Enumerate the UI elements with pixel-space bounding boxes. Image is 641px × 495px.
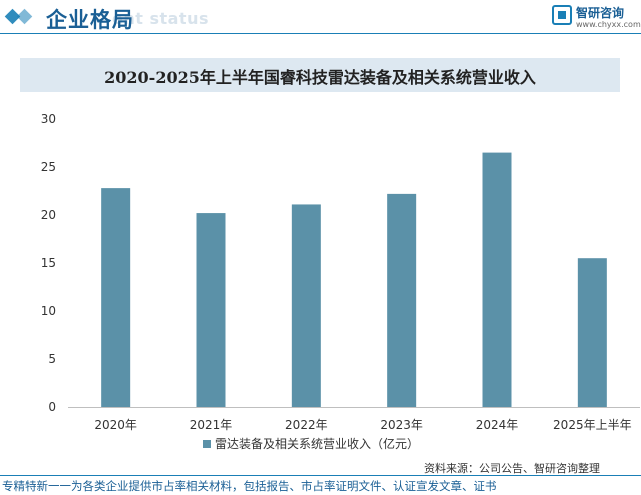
legend-label: 雷达装备及相关系统营业收入（亿元） xyxy=(215,436,419,451)
y-tick-label: 30 xyxy=(41,112,56,126)
x-tick-label: 2024年 xyxy=(476,418,519,432)
logo-url: www.chyxx.com xyxy=(576,20,641,29)
bar xyxy=(196,213,226,407)
y-tick-label: 25 xyxy=(41,160,56,174)
diamond-icon xyxy=(4,7,40,27)
chart-title-band: 2020-2025年上半年国睿科技雷达装备及相关系统营业收入 xyxy=(20,58,620,92)
x-tick-label: 2025年上半年 xyxy=(553,418,632,432)
section-subtitle: ent status xyxy=(112,9,209,28)
bar xyxy=(291,204,321,407)
y-tick-label: 5 xyxy=(48,352,56,366)
source-note: 资料来源：公司公告、智研咨询整理 xyxy=(424,462,600,475)
bar-chart: 0 5 10 15 20 25 30 2020年 2021年 2022年 2023年 2024年 202… xyxy=(41,112,640,451)
section-header: ent status 企业格局 xyxy=(0,0,641,34)
header-divider xyxy=(0,33,641,34)
chart-title: 2020-2025年上半年国睿科技雷达装备及相关系统营业收入 xyxy=(104,68,536,87)
bar xyxy=(387,193,417,407)
footer-slogan: 专精特新一一为各类企业提供市占率相关材料，包括报告、市占率证明文件、认证宣发文章… xyxy=(2,479,497,493)
brand-logo: 智研咨询 www.chyxx.com xyxy=(552,4,641,34)
y-tick-label: 15 xyxy=(41,256,56,270)
bar xyxy=(482,152,512,407)
section-title: 企业格局 xyxy=(46,8,134,32)
footer-divider xyxy=(0,475,641,476)
x-tick-label: 2023年 xyxy=(380,418,423,432)
bar xyxy=(577,258,607,407)
legend-swatch xyxy=(203,440,211,448)
y-tick-label: 20 xyxy=(41,208,56,222)
x-tick-label: 2022年 xyxy=(285,418,328,432)
logo-icon xyxy=(552,5,572,25)
x-tick-label: 2021年 xyxy=(190,418,233,432)
bar xyxy=(101,188,131,407)
y-tick-label: 0 xyxy=(48,400,56,414)
y-tick-label: 10 xyxy=(41,304,56,318)
x-tick-label: 2020年 xyxy=(94,418,137,432)
logo-name: 智研咨询 xyxy=(576,6,625,20)
